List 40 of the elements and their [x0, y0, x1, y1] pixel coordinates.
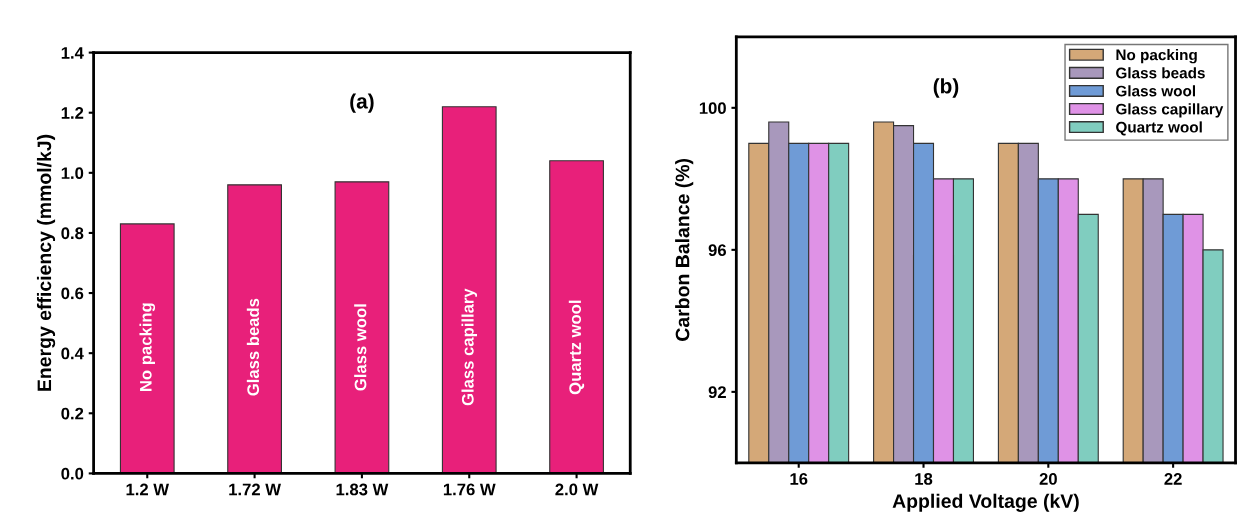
annotation: Glass wool [354, 304, 367, 391]
y-tick-label: 100 [699, 102, 726, 115]
y-tick-label: 0.6 [61, 287, 84, 300]
y-tick-label: 1.2 [61, 107, 84, 119]
y-axis-title: Carbon Balance (%) [675, 158, 694, 341]
y-axis-title: Energy efficiency (mmol/kJ) [36, 134, 56, 391]
bar [119, 223, 175, 474]
x-axis-title: Applied Voltage (kV) [892, 493, 1079, 512]
legend-label: Quartz wool [1116, 121, 1202, 136]
legend-label: Glass capillary [1116, 103, 1224, 118]
x-tick-label: 20 [1039, 473, 1057, 485]
legend-label: Glass beads [1116, 67, 1205, 79]
bar [441, 106, 497, 474]
y-tick-label: 0.8 [61, 227, 84, 240]
annotation: (b) [933, 78, 959, 98]
x-tick-label: 18 [915, 473, 933, 485]
y-tick-label: 0.2 [61, 407, 84, 420]
annotation: Quartz wool [568, 300, 585, 395]
x-tick-label: 2.0 W [555, 483, 599, 496]
y-tick-label: 0.4 [61, 347, 84, 360]
y-tick-label: 0.0 [61, 467, 84, 480]
y-tick-label: 92 [708, 386, 726, 399]
x-tick-label: 1.83 W [336, 483, 389, 496]
x-tick-label: 22 [1164, 473, 1182, 485]
x-tick-label: 1.72 W [229, 483, 281, 496]
annotation: No packing [139, 303, 156, 391]
annotation: Glass beads [246, 298, 260, 396]
legend-label: No packing [1116, 49, 1197, 64]
legend-label: Glass wool [1116, 85, 1196, 97]
bar [227, 184, 282, 474]
x-tick-label: 16 [790, 473, 808, 485]
annotation: (a) [350, 93, 374, 113]
x-tick-label: 1.76 W [443, 483, 496, 496]
y-tick-label: 1.0 [61, 167, 84, 180]
y-tick-label: 96 [708, 244, 726, 257]
x-tick-label: 1.2 W [126, 483, 170, 496]
y-tick-label: 1.4 [61, 47, 84, 59]
annotation: Glass capillary [461, 288, 478, 406]
bar [334, 181, 390, 474]
bar [549, 160, 604, 474]
